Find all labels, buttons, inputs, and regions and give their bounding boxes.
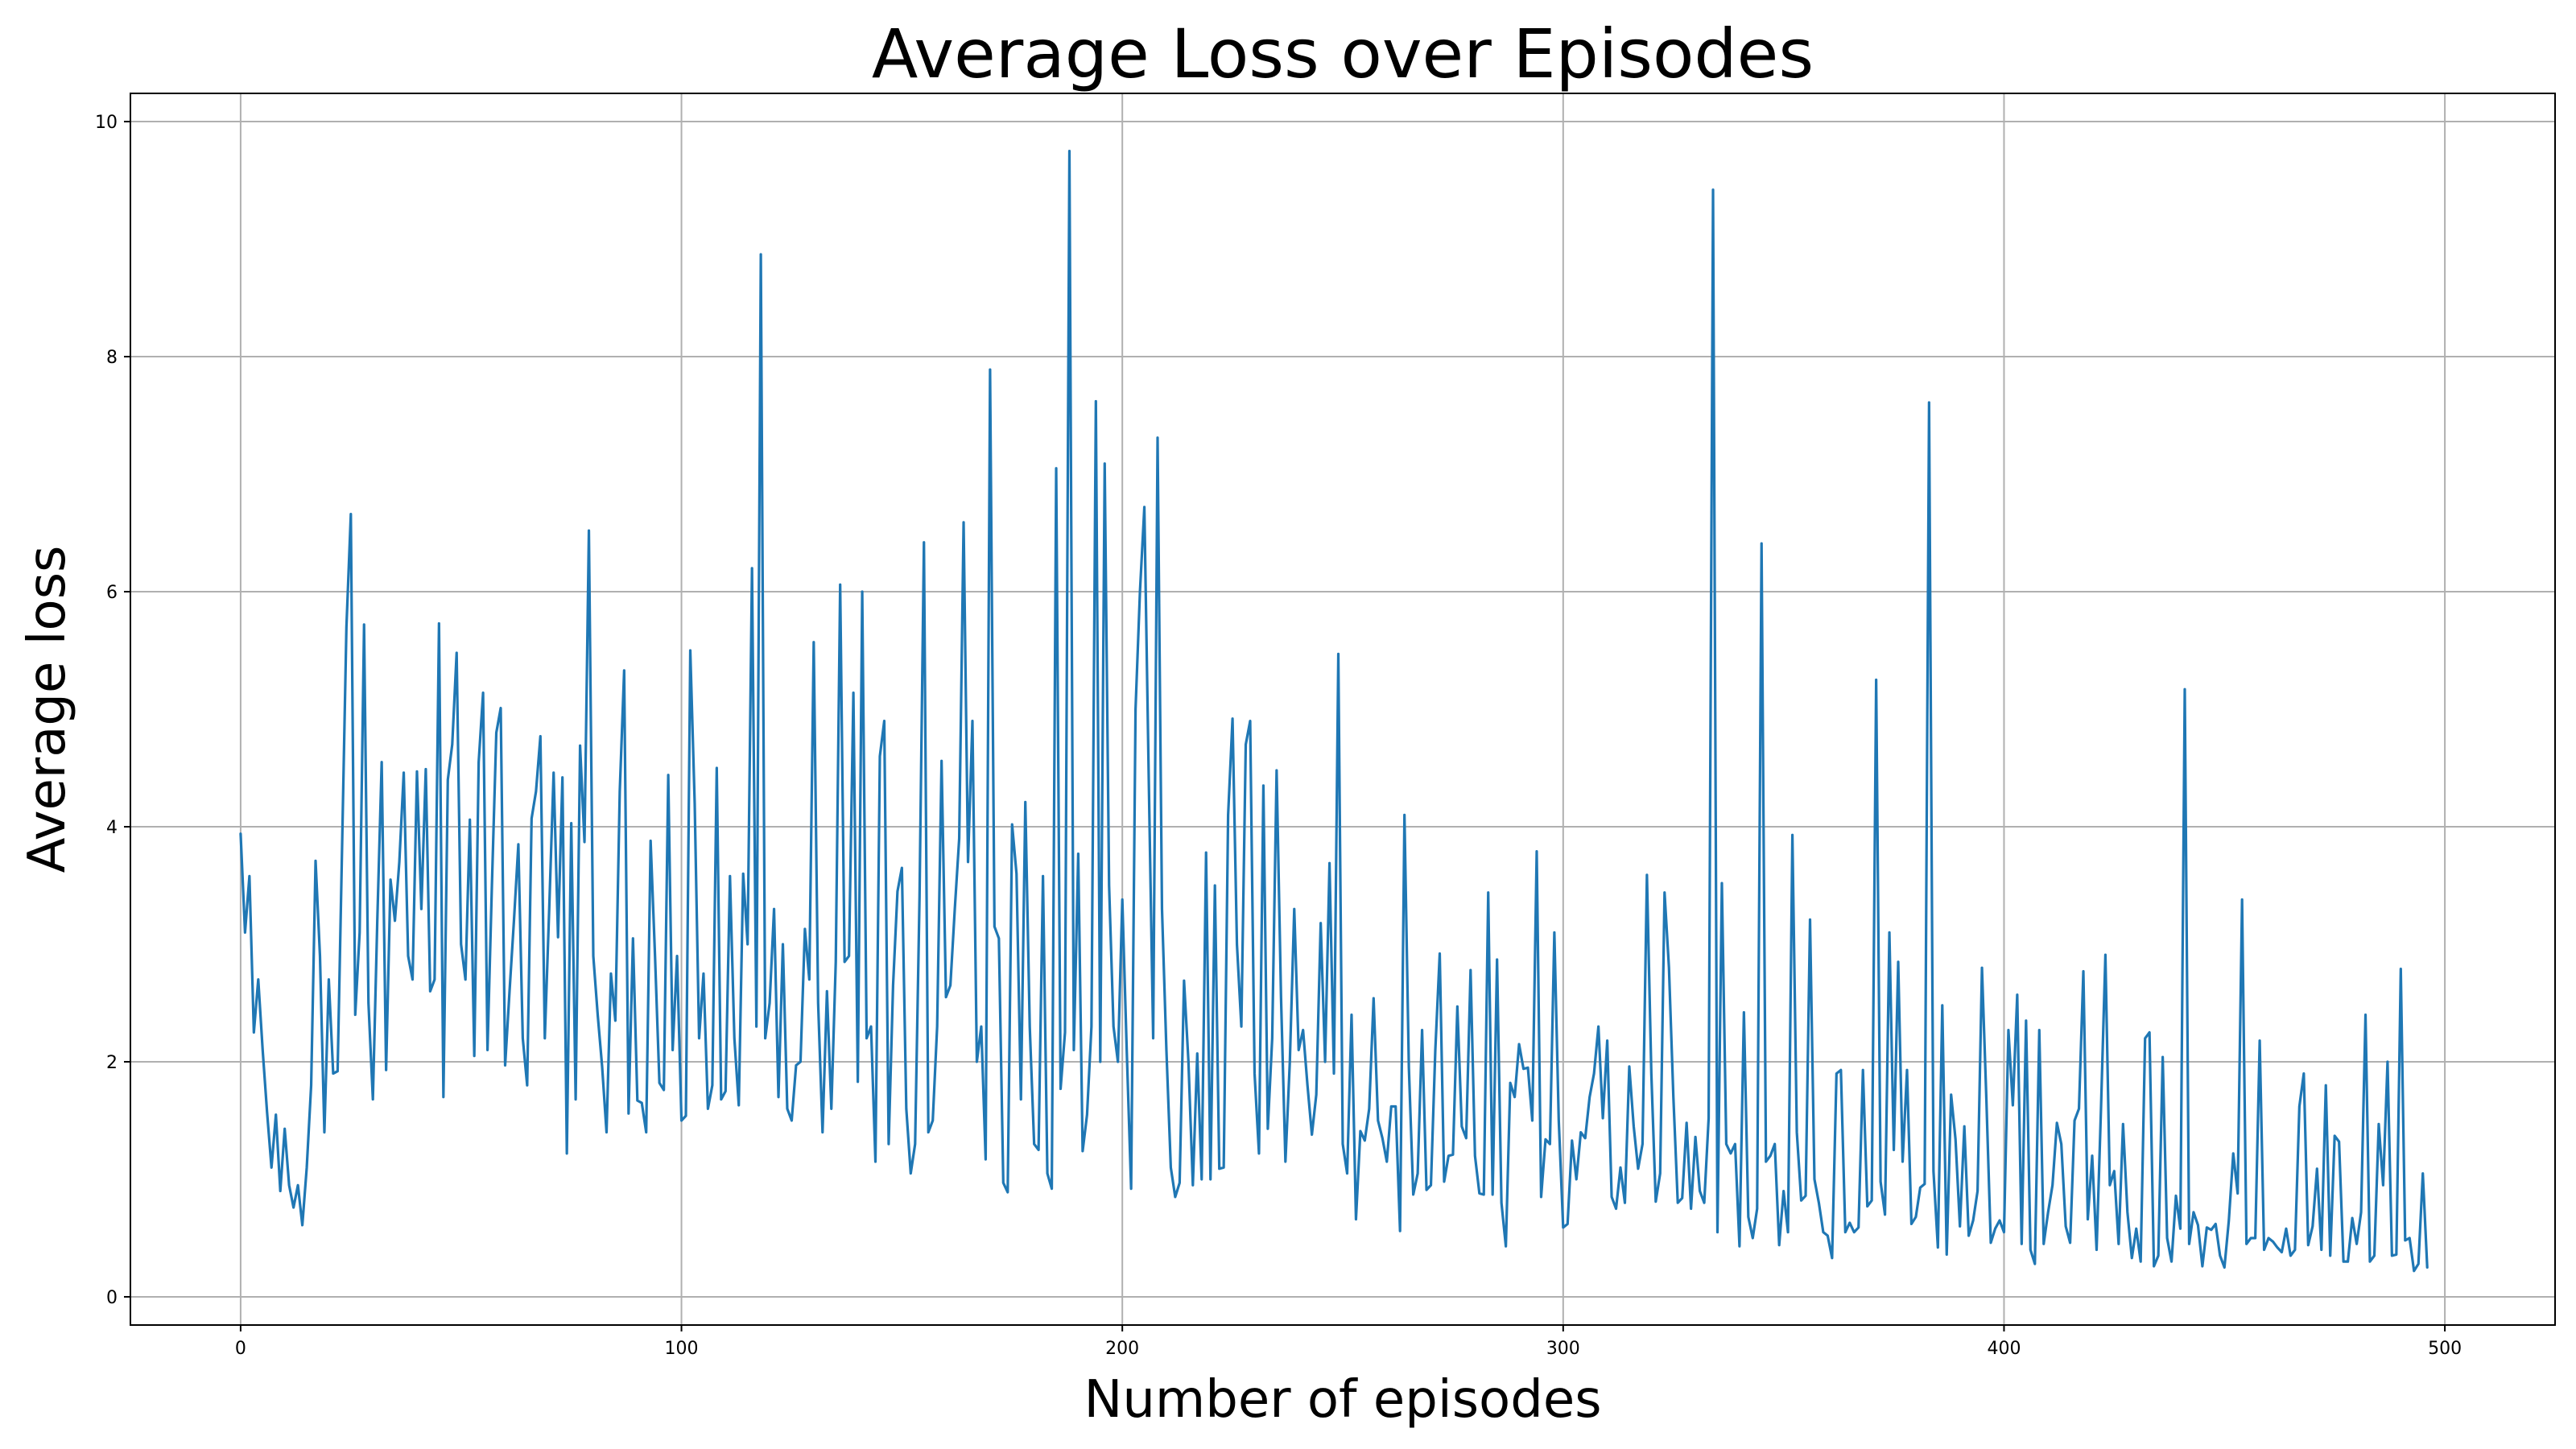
x-axis-label: Number of episodes [1084, 1370, 1601, 1430]
x-tick-label: 400 [1987, 1339, 2021, 1359]
plot-frame [130, 93, 2556, 1326]
y-tick-label: 10 [95, 113, 118, 133]
grid-lines [130, 93, 2555, 1325]
x-tick-label: 0 [235, 1339, 246, 1359]
y-tick-label: 0 [106, 1288, 118, 1308]
y-tick-label: 4 [106, 818, 118, 838]
chart-title: Average Loss over Episodes [872, 14, 1814, 93]
x-tick-label: 100 [665, 1339, 699, 1359]
x-tick-label: 200 [1105, 1339, 1139, 1359]
axis-ticks: 0 100 200 300 400 500 0 2 4 6 8 10 [95, 113, 2462, 1359]
y-tick-label: 2 [106, 1053, 118, 1073]
series-line [239, 149, 2429, 1273]
y-tick-label: 6 [106, 583, 118, 603]
x-tick-label: 300 [1546, 1339, 1580, 1359]
y-axis-label: Average loss [18, 546, 77, 873]
y-tick-label: 8 [106, 348, 118, 368]
x-tick-label: 500 [2428, 1339, 2462, 1359]
plot-area [239, 149, 2429, 1273]
